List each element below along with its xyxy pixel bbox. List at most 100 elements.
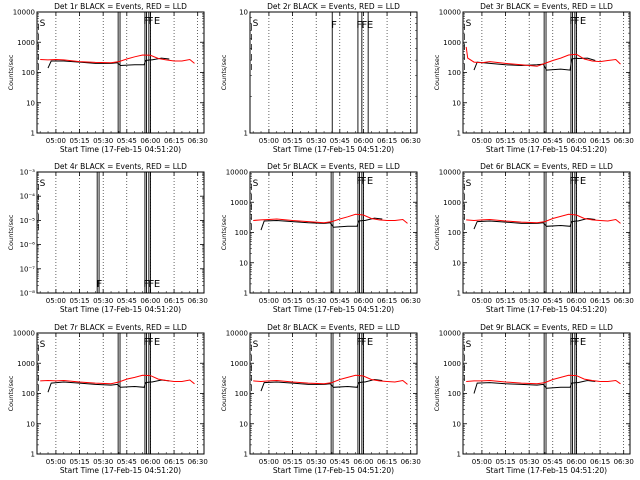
x-tick-label: 05:00 [259, 297, 279, 305]
series-events-line [473, 217, 596, 230]
y-tick-label: 1000 [17, 360, 35, 368]
flag-label: F [574, 176, 580, 187]
x-tick-label: 05:15 [69, 297, 89, 305]
y-tick-label: 10000 [13, 330, 35, 338]
x-tick-label: 05:30 [519, 137, 539, 145]
flag-label: F [361, 176, 367, 187]
y-tick-label: 1 [457, 290, 461, 298]
start-label: S [253, 19, 259, 29]
x-tick-label: 06:15 [377, 458, 397, 466]
panel-title: Det 2r BLACK = Events, RED = LLD [267, 2, 400, 11]
y-tick-label: 100 [448, 69, 461, 77]
flag-label: E [367, 337, 373, 348]
x-tick-label: 05:45 [330, 297, 350, 305]
series-lld-line [466, 374, 621, 385]
y-tick-label: 10 [26, 420, 35, 428]
x-tick-label: 06:30 [614, 297, 634, 305]
series-events-line [47, 379, 170, 393]
flag-label: E [154, 16, 160, 27]
x-tick-label: 06:15 [164, 458, 184, 466]
y-tick-label: 1000 [443, 360, 461, 368]
x-tick-label: 05:15 [495, 137, 515, 145]
y-tick-label: 10⁻⁴ [20, 193, 36, 201]
flag-label: E [367, 176, 373, 187]
plot-frame [36, 332, 205, 455]
y-tick-label: 1000 [443, 199, 461, 207]
flag-label: E [154, 337, 160, 348]
x-axis-title: Start Time (17-Feb-15 04:51:20) [60, 145, 181, 154]
x-tick-label: 05:30 [306, 458, 326, 466]
panel-det-9: Det 9r BLACK = Events, RED = LLD 1 10 100 10… [433, 323, 634, 475]
x-axis-title: Start Time (17-Feb-15 04:51:20) [486, 466, 607, 475]
y-tick-label: 10 [239, 9, 248, 17]
start-label: S [466, 179, 472, 189]
flag-label: F [569, 16, 575, 27]
plot-frame [249, 171, 418, 294]
panel-title: Det 9r BLACK = Events, RED = LLD [480, 323, 613, 332]
start-label: S [40, 179, 46, 189]
plot-frame [462, 332, 631, 455]
y-tick-label: 1000 [443, 39, 461, 47]
x-tick-label: 06:30 [614, 137, 634, 145]
x-tick-label: 05:30 [93, 297, 113, 305]
y-tick-label: 10000 [439, 9, 461, 17]
start-label: S [253, 340, 259, 350]
panel-title: Det 1r BLACK = Events, RED = LLD [54, 2, 187, 11]
series-lld-line [466, 213, 621, 224]
flag-label: F [569, 176, 575, 187]
panel-det-4: Det 4r BLACK = Events, RED = LLD 10⁻⁸ 10⁻⁷… [7, 162, 208, 314]
series-lld-line [465, 46, 621, 67]
y-tick-label: 10000 [13, 9, 35, 17]
flag-label: E [154, 279, 160, 290]
y-tick-label: 10⁻³ [20, 169, 36, 177]
y-tick-label: 10000 [226, 330, 248, 338]
panel-det-8: Det 8r BLACK = Events, RED = LLD 1 10 100 10… [220, 323, 421, 475]
start-label: S [40, 340, 46, 350]
y-axis-title: Counts/sec [7, 54, 15, 90]
series-lld-line [253, 374, 408, 385]
flag-label: F [331, 20, 337, 31]
x-tick-label: 06:00 [140, 297, 160, 305]
x-axis-title: Start Time (17-Feb-15 04:51:20) [486, 145, 607, 154]
plot-frame [249, 11, 418, 134]
series-events-line [260, 217, 383, 231]
x-tick-label: 05:15 [282, 297, 302, 305]
y-axis-title: Counts/sec [7, 375, 15, 411]
flag-label: E [580, 176, 586, 187]
plot-frame [36, 171, 205, 294]
x-tick-label: 06:00 [353, 458, 373, 466]
x-tick-label: 06:00 [566, 297, 586, 305]
y-tick-label: 1 [457, 451, 461, 459]
x-tick-label: 05:15 [282, 137, 302, 145]
y-tick-label: 100 [22, 69, 35, 77]
x-tick-label: 05:45 [543, 297, 563, 305]
y-tick-label: 100 [235, 390, 248, 398]
x-axis-title: Start Time (17-Feb-15 04:51:20) [486, 305, 607, 314]
x-tick-label: 06:15 [590, 297, 610, 305]
panel-det-5: Det 5r BLACK = Events, RED = LLD 1 10 100 10… [220, 162, 421, 314]
x-tick-label: 06:15 [164, 297, 184, 305]
x-tick-label: 05:00 [259, 458, 279, 466]
plot-frame [36, 11, 205, 134]
x-tick-label: 06:00 [353, 137, 373, 145]
y-tick-label: 100 [448, 229, 461, 237]
panel-title: Det 4r BLACK = Events, RED = LLD [54, 162, 187, 171]
x-tick-label: 05:45 [330, 137, 350, 145]
flag-label: F [362, 20, 368, 31]
x-tick-label: 05:15 [495, 458, 515, 466]
y-tick-label: 10⁻⁸ [20, 290, 36, 298]
flag-label: F [148, 16, 154, 27]
panel-title: Det 6r BLACK = Events, RED = LLD [480, 162, 613, 171]
x-tick-label: 05:30 [306, 137, 326, 145]
start-label: S [466, 340, 472, 350]
series-events-line [47, 57, 170, 69]
series-lld-line [253, 213, 408, 224]
x-tick-label: 06:30 [614, 458, 634, 466]
panel-title: Det 8r BLACK = Events, RED = LLD [267, 323, 400, 332]
flag-label: E [367, 20, 373, 31]
y-axis-title: Counts/sec [220, 375, 228, 411]
y-tick-label: 1 [31, 451, 35, 459]
flag-label: E [580, 337, 586, 348]
panel-det-1: Det 1r BLACK = Events, RED = LLD 1 10 100 10… [7, 2, 208, 154]
